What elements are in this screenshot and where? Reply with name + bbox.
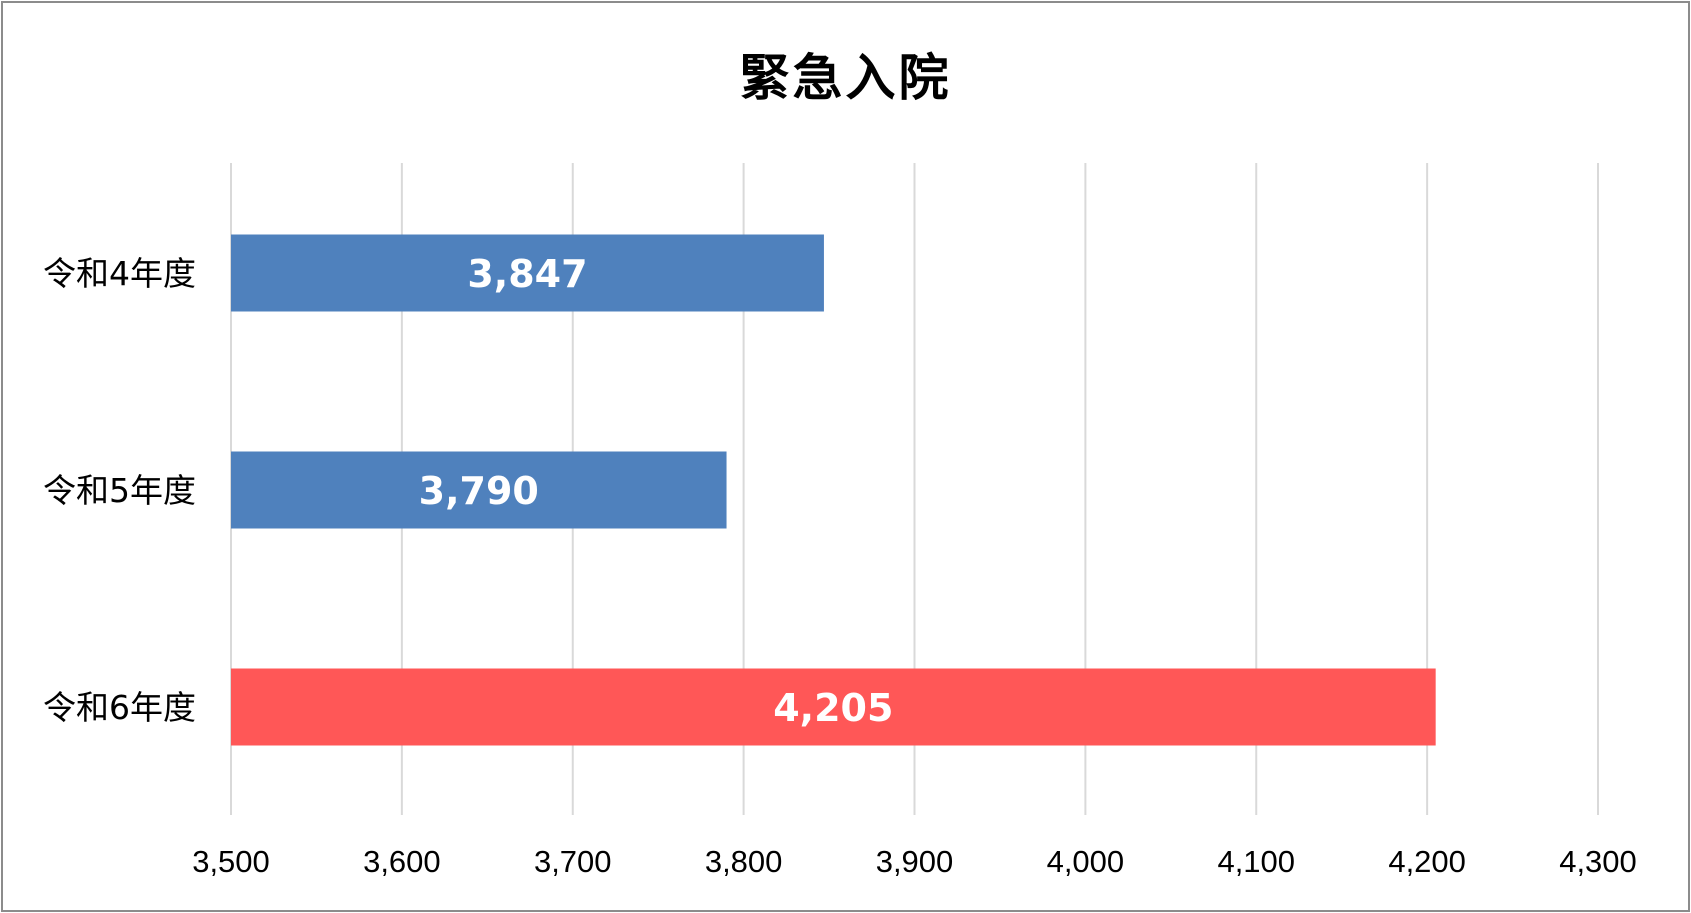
category-label: 令和4年度: [43, 254, 196, 293]
data-label: 4,205: [773, 686, 893, 730]
x-tick-label: 3,500: [192, 844, 270, 879]
x-tick-label: 3,700: [534, 844, 612, 879]
data-label: 3,847: [467, 252, 587, 296]
bar: [231, 234, 824, 312]
x-tick-label: 4,000: [1047, 844, 1125, 879]
category-label: 令和5年度: [43, 471, 196, 510]
x-tick-label: 3,600: [363, 844, 441, 879]
bar: [231, 668, 1436, 746]
x-tick-label: 4,100: [1217, 844, 1295, 879]
category-label: 令和6年度: [43, 688, 196, 727]
x-tick-label: 4,300: [1559, 844, 1637, 879]
x-tick-label: 4,200: [1388, 844, 1466, 879]
chart-title: 緊急入院: [739, 49, 952, 107]
data-label: 3,790: [419, 469, 539, 513]
x-tick-label: 3,800: [705, 844, 783, 879]
x-tick-label: 3,900: [876, 844, 954, 879]
bar: [231, 451, 727, 529]
